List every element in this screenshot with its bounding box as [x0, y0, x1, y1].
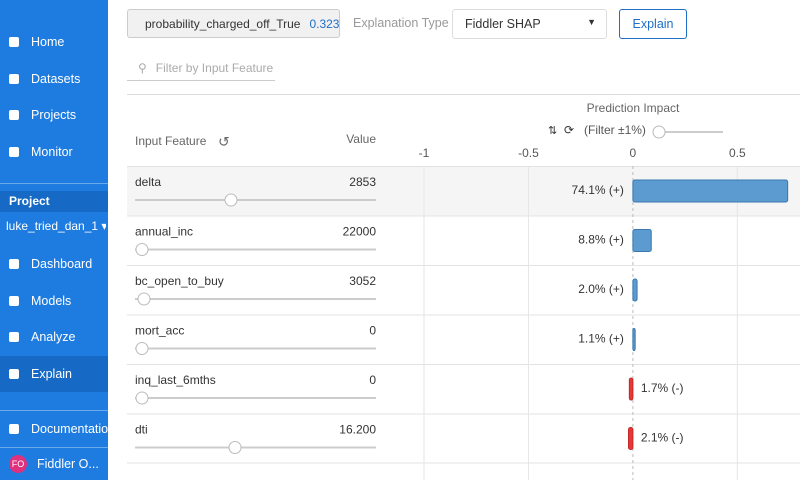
separator [0, 410, 108, 411]
icon [9, 73, 19, 84]
nav-item[interactable]: Dashboard [0, 246, 108, 282]
nav-text: Explain [31, 367, 72, 382]
x-tick-label: -1 [419, 146, 430, 160]
org-menu[interactable]: FO Fiddler O... [0, 448, 108, 480]
filter-knob[interactable] [652, 125, 666, 139]
slider-knob[interactable] [135, 243, 149, 256]
impact-label: 8.8% (+) [578, 233, 624, 247]
icon [9, 110, 19, 121]
nav-item[interactable]: Projects [0, 97, 108, 133]
refresh-icon[interactable]: ⟳ [564, 123, 574, 137]
nav-text: Dashboard [31, 257, 93, 271]
slider-knob[interactable] [137, 292, 151, 306]
impact-bar [628, 377, 634, 401]
feature-value: 2853 [349, 175, 376, 189]
impact-bar [632, 229, 652, 252]
feature-value: 16.200 [339, 423, 376, 437]
icon [9, 147, 19, 158]
icon [9, 37, 19, 47]
nav-text: Projects [31, 108, 77, 123]
impact-bar [632, 179, 789, 203]
separator [0, 447, 108, 448]
impact-label: 2.1% (-) [641, 431, 684, 445]
reset-icon[interactable]: ↺ [218, 134, 230, 150]
slider-knob[interactable] [135, 342, 149, 355]
nav-item[interactable]: Analyze [0, 319, 108, 355]
feature-name: annual_inc [135, 225, 193, 239]
docs-text: Documentatio [31, 422, 108, 436]
impact-label: 1.1% (+) [578, 332, 624, 346]
sidebar: Project luke_tried_dan_1 ▾ Documentatio … [0, 0, 108, 480]
filter-input[interactable]: ⚲ Filter by Input Feature [127, 55, 275, 81]
slider-knob[interactable] [224, 193, 238, 207]
impact-bar [632, 328, 636, 351]
x-tick-label: 0.5 [729, 146, 746, 160]
slider-knob[interactable] [228, 441, 242, 454]
icon [9, 369, 19, 380]
explanation-label: Explanation Type [353, 16, 449, 30]
explain-button[interactable]: Explain [619, 9, 687, 39]
explain-table: Prediction Impact ⇅ ⟳ (Filter ±1%) Input… [127, 94, 800, 480]
output-chip[interactable]: probability_charged_off_True 0.323 [127, 9, 340, 38]
column-header: Input Feature [135, 134, 207, 148]
filter-label: (Filter ±1%) [584, 123, 646, 137]
slider-knob[interactable] [135, 391, 149, 405]
search-icon: ⚲ [138, 60, 147, 75]
explanation-select[interactable]: Fiddler SHAP ▼ [452, 9, 607, 39]
separator [0, 183, 108, 184]
impact-bar [628, 427, 634, 450]
sort-icon[interactable]: ⇅ [548, 125, 557, 137]
nav-text: Monitor [31, 145, 73, 160]
feature-name: mort_acc [135, 324, 184, 338]
feature-name: dti [135, 423, 148, 437]
output-value: 0.323 [309, 16, 340, 31]
column-header: Value [346, 132, 376, 146]
docs-link[interactable]: Documentatio [0, 411, 108, 447]
output-name: probability_charged_off_True [145, 16, 301, 31]
feature-value: 3052 [349, 274, 376, 288]
nav-item[interactable]: Datasets [0, 61, 108, 97]
nav-item[interactable]: Home [0, 24, 108, 60]
icon [9, 424, 19, 434]
nav-text: Models [31, 293, 72, 308]
nav-item[interactable]: Monitor [0, 134, 108, 170]
icon [9, 332, 19, 343]
x-tick-label: -0.5 [518, 146, 539, 160]
feature-value: 22000 [343, 225, 377, 239]
impact-label: 2.0% (+) [578, 282, 624, 296]
nav-text: Home [31, 35, 65, 49]
icon [9, 295, 19, 306]
project-label: Project [9, 194, 50, 208]
explanation-value: Fiddler SHAP [465, 17, 541, 31]
impact-label: 1.7% (-) [641, 381, 684, 395]
filter-placeholder: Filter by Input Feature [155, 60, 274, 75]
impact-bar [632, 278, 638, 302]
project-select[interactable]: luke_tried_dan_1 ▾ [6, 219, 106, 233]
feature-value: 0 [369, 324, 376, 338]
avatar: FO [9, 455, 27, 473]
caret: ▼ [587, 17, 596, 27]
feature-name: delta [135, 175, 161, 189]
impact-label: 74.1% (+) [572, 183, 624, 197]
x-tick-label: 0 [630, 146, 637, 160]
feature-name: bc_open_to_buy [135, 274, 224, 288]
feature-name: inq_last_6mths [135, 373, 216, 387]
project-name: luke_tried_dan_1 [6, 219, 99, 233]
icon [9, 259, 19, 269]
feature-value: 0 [369, 373, 376, 387]
chart-title: Prediction Impact [587, 101, 680, 115]
project-band [0, 191, 108, 212]
nav-item[interactable]: Models [0, 283, 108, 319]
nav-text: Datasets [31, 71, 81, 86]
nav-text: Analyze [31, 330, 76, 345]
nav-item[interactable]: Explain [0, 356, 108, 393]
org-name: Fiddler O... [37, 457, 99, 471]
button-text: Explain [632, 17, 674, 31]
